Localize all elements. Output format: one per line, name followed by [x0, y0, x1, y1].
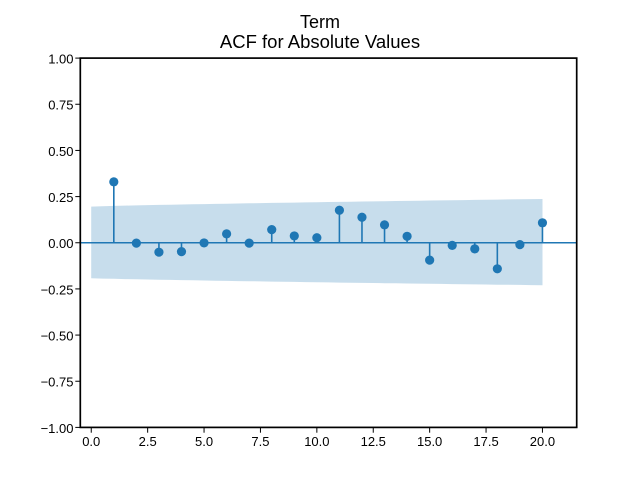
svg-text:−0.50: −0.50 — [41, 328, 74, 343]
svg-text:15.0: 15.0 — [417, 434, 442, 449]
svg-text:20.0: 20.0 — [530, 434, 555, 449]
svg-text:−1.00: −1.00 — [41, 421, 74, 436]
svg-text:10.0: 10.0 — [304, 434, 329, 449]
svg-text:2.5: 2.5 — [139, 434, 157, 449]
svg-text:0.25: 0.25 — [48, 190, 73, 205]
svg-text:17.5: 17.5 — [473, 434, 498, 449]
svg-text:0.50: 0.50 — [48, 144, 73, 159]
svg-text:5.0: 5.0 — [195, 434, 213, 449]
svg-text:0.75: 0.75 — [48, 98, 73, 113]
svg-text:−0.75: −0.75 — [41, 375, 74, 390]
svg-text:0.00: 0.00 — [48, 236, 73, 251]
svg-text:12.5: 12.5 — [361, 434, 386, 449]
svg-text:−0.25: −0.25 — [41, 282, 74, 297]
svg-text:7.5: 7.5 — [251, 434, 269, 449]
svg-text:1.00: 1.00 — [48, 52, 73, 67]
svg-text:0.0: 0.0 — [82, 434, 100, 449]
